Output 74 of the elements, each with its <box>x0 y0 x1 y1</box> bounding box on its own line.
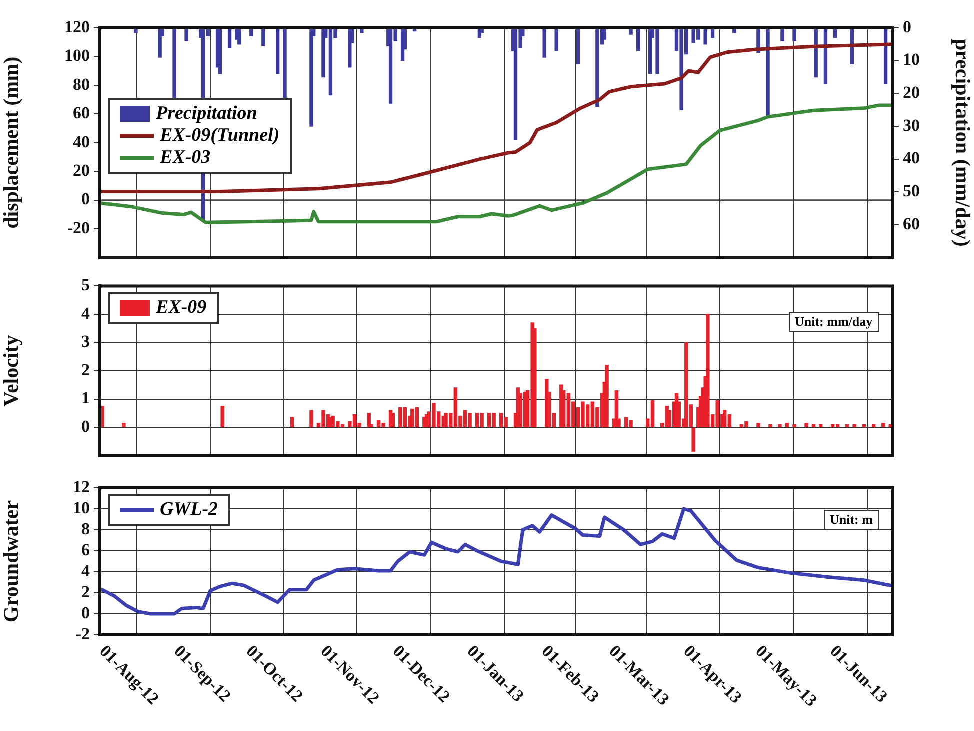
bar <box>218 28 222 74</box>
bar <box>310 28 314 127</box>
y2-axis-title: precipitation (mm/day) <box>950 38 974 247</box>
bar <box>785 422 790 428</box>
y-axis-title: Groundwater <box>0 500 24 623</box>
y2-tick-label: 60 <box>903 214 920 234</box>
y-tick-label: 20 <box>73 161 90 180</box>
bar <box>852 424 856 428</box>
y-tick-label: -2 <box>76 624 90 644</box>
bar <box>158 28 162 58</box>
y-tick-label: 2 <box>82 582 90 602</box>
bar <box>704 28 708 45</box>
y-axis-title: displacement (mm) <box>0 56 24 229</box>
y-tick-label: 1 <box>82 388 90 408</box>
y2-tick-label: 40 <box>903 148 920 168</box>
bar <box>846 424 850 428</box>
bar <box>756 422 760 428</box>
bar <box>122 422 126 428</box>
y-tick-label: 80 <box>73 74 90 94</box>
bar <box>882 422 886 428</box>
y2-tick-label: 50 <box>903 182 920 201</box>
bar <box>792 424 796 428</box>
y-tick-label: 6 <box>82 540 90 560</box>
bar <box>778 424 782 428</box>
legend-label: EX-09 <box>156 297 207 320</box>
y-tick-label: 12 <box>73 477 90 496</box>
bar <box>391 413 395 428</box>
y-tick-label: 0 <box>82 416 90 436</box>
bar <box>542 28 546 58</box>
bar <box>862 424 866 428</box>
bar <box>290 417 294 428</box>
y-tick-label: 120 <box>64 17 90 36</box>
bar <box>768 424 772 428</box>
y2-tick-label: 0 <box>903 17 912 36</box>
y-tick-label: 4 <box>82 304 90 323</box>
y-tick-label: 0 <box>82 190 90 209</box>
y-tick-label: 10 <box>73 498 90 518</box>
bar <box>184 28 188 42</box>
bar <box>322 28 326 78</box>
y-tick-label: 3 <box>82 332 90 352</box>
bar <box>766 28 770 117</box>
bar <box>819 424 823 428</box>
bar <box>554 28 558 52</box>
bar <box>872 424 876 428</box>
bar <box>629 28 633 35</box>
y2-tick-label: 10 <box>903 50 920 70</box>
legend-label: GWL-2 <box>160 499 218 521</box>
annotation: Unit: mm/day <box>789 312 879 332</box>
y2-tick-label: 30 <box>903 116 920 135</box>
y-axis-title: Velocity <box>0 334 24 407</box>
legend-label: Precipitation <box>156 103 258 125</box>
legend-label: EX-09(Tunnel) <box>160 125 280 147</box>
y-tick-label: 4 <box>82 561 90 580</box>
bar <box>804 422 808 428</box>
y-tick-label: 60 <box>73 104 90 123</box>
bar <box>780 28 784 42</box>
bar <box>276 28 280 74</box>
bar <box>812 424 816 428</box>
y-tick-label: 40 <box>73 132 90 152</box>
y-tick-label: 8 <box>82 519 90 538</box>
y2-tick-label: 20 <box>903 83 920 102</box>
legend-label: EX-03 <box>160 147 211 169</box>
y-tick-label: 2 <box>82 360 90 380</box>
bar <box>576 28 580 64</box>
bar <box>220 406 224 428</box>
bar <box>310 410 314 428</box>
y-tick-label: 0 <box>82 603 90 622</box>
y-tick-label: 100 <box>64 46 90 66</box>
annotation: Unit: m <box>824 510 879 530</box>
bar <box>792 28 796 42</box>
y-tick-label: 5 <box>82 276 90 295</box>
bar <box>636 28 640 52</box>
y-tick-label: -20 <box>67 218 90 238</box>
bar <box>605 365 609 428</box>
